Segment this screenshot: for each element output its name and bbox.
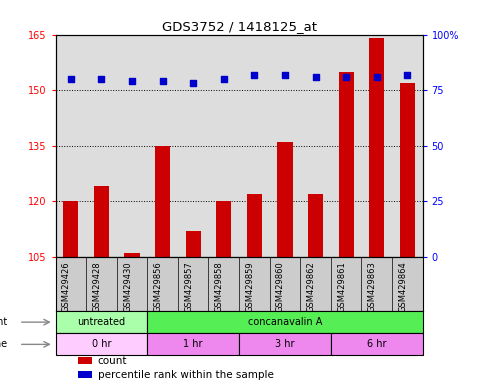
Text: GSM429860: GSM429860 xyxy=(276,261,285,312)
Bar xyxy=(216,201,231,257)
Bar xyxy=(400,83,415,257)
Bar xyxy=(94,186,109,257)
Text: time: time xyxy=(0,339,8,349)
Text: 3 hr: 3 hr xyxy=(275,339,295,349)
Bar xyxy=(185,231,201,257)
Bar xyxy=(331,333,423,356)
Text: 0 hr: 0 hr xyxy=(92,339,111,349)
Bar xyxy=(247,194,262,257)
Text: 6 hr: 6 hr xyxy=(367,339,386,349)
Text: GSM429430: GSM429430 xyxy=(123,261,132,312)
Title: GDS3752 / 1418125_at: GDS3752 / 1418125_at xyxy=(162,20,316,33)
Point xyxy=(98,76,105,82)
Text: GSM429863: GSM429863 xyxy=(368,261,377,312)
Text: GSM429856: GSM429856 xyxy=(154,261,163,312)
Text: GSM429864: GSM429864 xyxy=(398,261,407,312)
Point xyxy=(403,71,411,78)
Text: GSM429859: GSM429859 xyxy=(245,261,255,312)
Text: concanavalin A: concanavalin A xyxy=(248,317,322,327)
Bar xyxy=(63,201,78,257)
Bar xyxy=(155,146,170,257)
Bar xyxy=(78,371,92,378)
Point xyxy=(189,80,197,86)
Text: 1 hr: 1 hr xyxy=(184,339,203,349)
Point xyxy=(220,76,227,82)
Bar xyxy=(369,38,384,257)
Point xyxy=(312,74,319,80)
Point xyxy=(373,74,381,80)
Bar xyxy=(125,253,140,257)
Text: GSM429862: GSM429862 xyxy=(307,261,315,312)
Bar xyxy=(239,333,331,356)
Text: GSM429861: GSM429861 xyxy=(337,261,346,312)
Point xyxy=(251,71,258,78)
Point xyxy=(128,78,136,84)
Text: count: count xyxy=(98,356,127,366)
Text: GSM429428: GSM429428 xyxy=(92,261,101,312)
Text: untreated: untreated xyxy=(77,317,126,327)
Text: GSM429858: GSM429858 xyxy=(215,261,224,312)
Bar xyxy=(56,311,147,333)
Bar xyxy=(308,194,323,257)
Text: GSM429426: GSM429426 xyxy=(62,261,71,312)
Point xyxy=(281,71,289,78)
Bar xyxy=(78,358,92,364)
Point xyxy=(67,76,75,82)
Bar xyxy=(277,142,293,257)
Bar xyxy=(147,311,423,333)
Bar xyxy=(56,333,147,356)
Point xyxy=(159,78,167,84)
Text: GSM429857: GSM429857 xyxy=(184,261,193,312)
Text: percentile rank within the sample: percentile rank within the sample xyxy=(98,370,274,380)
Bar xyxy=(147,333,239,356)
Text: agent: agent xyxy=(0,317,8,327)
Bar xyxy=(339,71,354,257)
Point xyxy=(342,74,350,80)
